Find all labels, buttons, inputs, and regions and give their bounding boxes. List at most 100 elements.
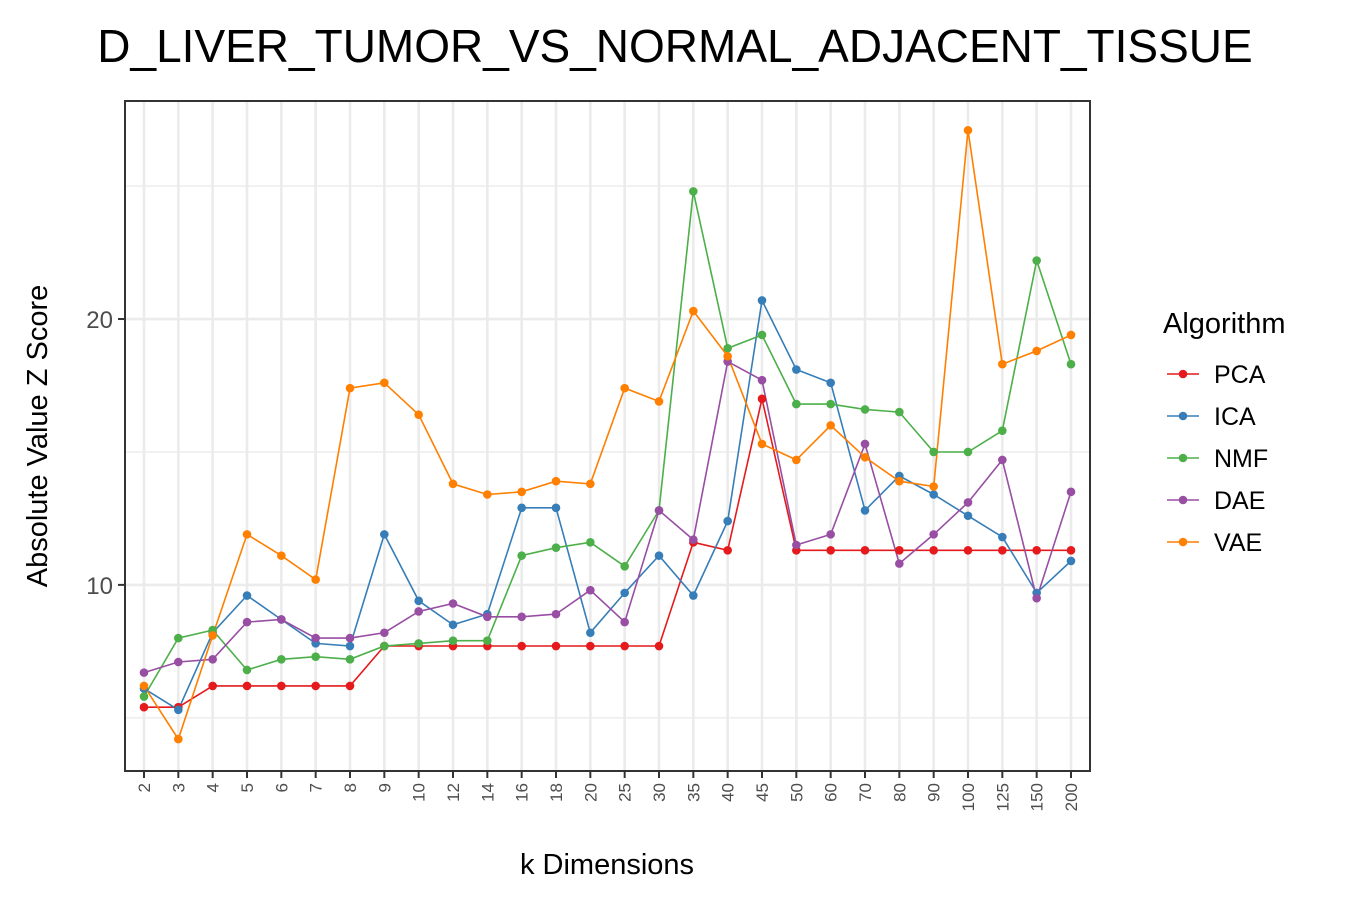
data-point-ica [345,641,355,651]
data-point-vae [895,476,904,486]
x-tick-label: 5 [238,783,257,792]
data-point-nmf [483,636,492,646]
data-point-ica [174,705,183,715]
data-point-vae [139,681,149,691]
series-lines [143,130,1072,741]
x-tick-label: 50 [787,783,806,802]
data-point-dae [998,455,1007,465]
y-axis-title: Absolute Value Z Score [22,285,54,588]
data-point-vae [311,575,320,584]
x-tick-label: 45 [753,783,772,802]
data-point-pca [517,641,526,651]
data-point-vae [929,482,938,491]
data-point-pca [551,641,561,651]
data-point-dae [208,655,217,664]
data-point-ica [826,378,835,388]
data-point-ica [414,596,423,606]
data-point-vae [174,734,183,744]
data-point-ica [998,532,1007,542]
x-tick-label: 7 [307,783,326,792]
data-point-pca [586,641,595,651]
x-tick-label: 9 [375,783,394,792]
data-point-dae [551,609,561,619]
data-point-dae [860,439,870,449]
data-point-nmf [139,692,149,701]
series-line-vae [143,130,1072,741]
data-point-vae [277,551,286,560]
series-points [139,125,1076,744]
data-point-nmf [792,399,801,409]
data-point-pca [929,546,938,555]
x-tick-label: 100 [959,783,978,811]
x-axis: 2 3 4 5 6 7 8 9 10 12 14 16 18 20 25 30 35 40 45 50 60 70 80 90… [135,771,1081,811]
data-point-ica [380,530,389,539]
data-point-vae [242,530,252,539]
data-point-dae [620,617,629,627]
x-tick-label: 6 [272,783,291,792]
x-tick-label: 80 [890,783,909,802]
data-point-ica [448,620,458,630]
x-tick-label: 20 [581,783,600,802]
legend-key-point [1178,369,1188,379]
data-point-pca [998,546,1007,555]
data-point-vae [689,306,698,316]
y-axis: 10 20 [86,307,125,600]
data-point-dae [1032,593,1041,603]
data-point-dae [586,585,595,595]
data-point-dae [689,535,698,544]
series-line-pca [144,398,1071,708]
data-point-ica [654,551,664,560]
series-line-nmf [143,191,1072,698]
data-point-pca [757,394,767,404]
data-point-pca [208,681,217,691]
data-point-dae [174,657,183,667]
data-point-nmf [689,187,698,196]
data-point-nmf [414,639,423,648]
data-point-nmf [895,407,904,417]
data-point-nmf [1032,256,1041,265]
y-tick-label: 10 [86,573,113,600]
data-point-pca [895,546,904,555]
data-point-nmf [723,343,732,353]
legend-title: Algorithm [1163,308,1286,340]
data-point-vae [380,378,389,388]
data-point-dae [380,628,389,638]
data-point-dae [483,612,492,622]
series-line-dae [143,360,1072,674]
data-point-vae [1032,346,1041,356]
data-point-nmf [929,447,938,457]
data-point-dae [1066,487,1076,497]
x-tick-label: 70 [856,783,875,802]
x-tick-label: 200 [1062,783,1081,811]
data-point-ica [1066,556,1076,566]
data-point-ica [792,365,801,374]
x-tick-label: 60 [822,783,841,802]
data-point-vae [483,490,492,499]
data-point-vae [998,359,1007,369]
data-point-ica [620,588,629,598]
data-point-nmf [1066,359,1076,369]
data-point-vae [860,452,870,462]
y-tick-label: 20 [86,307,113,334]
data-point-ica [860,506,870,515]
data-point-pca [723,546,732,555]
data-point-pca [139,702,149,712]
data-point-dae [654,506,664,515]
data-point-pca [242,681,252,691]
data-point-dae [414,607,423,616]
data-point-ica [689,591,698,600]
data-point-nmf [174,633,183,643]
legend-label-dae: DAE [1214,487,1265,515]
legend: Algorithm PCA ICA NMF DAE VAE [1163,308,1286,557]
x-tick-label: 14 [478,783,497,802]
data-point-dae [792,540,801,550]
data-point-pca [826,546,835,555]
data-point-nmf [963,447,973,457]
data-point-nmf [345,655,355,664]
data-point-vae [448,479,458,489]
x-tick-label: 30 [650,783,669,802]
data-point-nmf [998,426,1007,435]
legend-label-vae: VAE [1214,529,1262,557]
data-point-ica [963,511,973,521]
data-point-pca [620,641,629,651]
